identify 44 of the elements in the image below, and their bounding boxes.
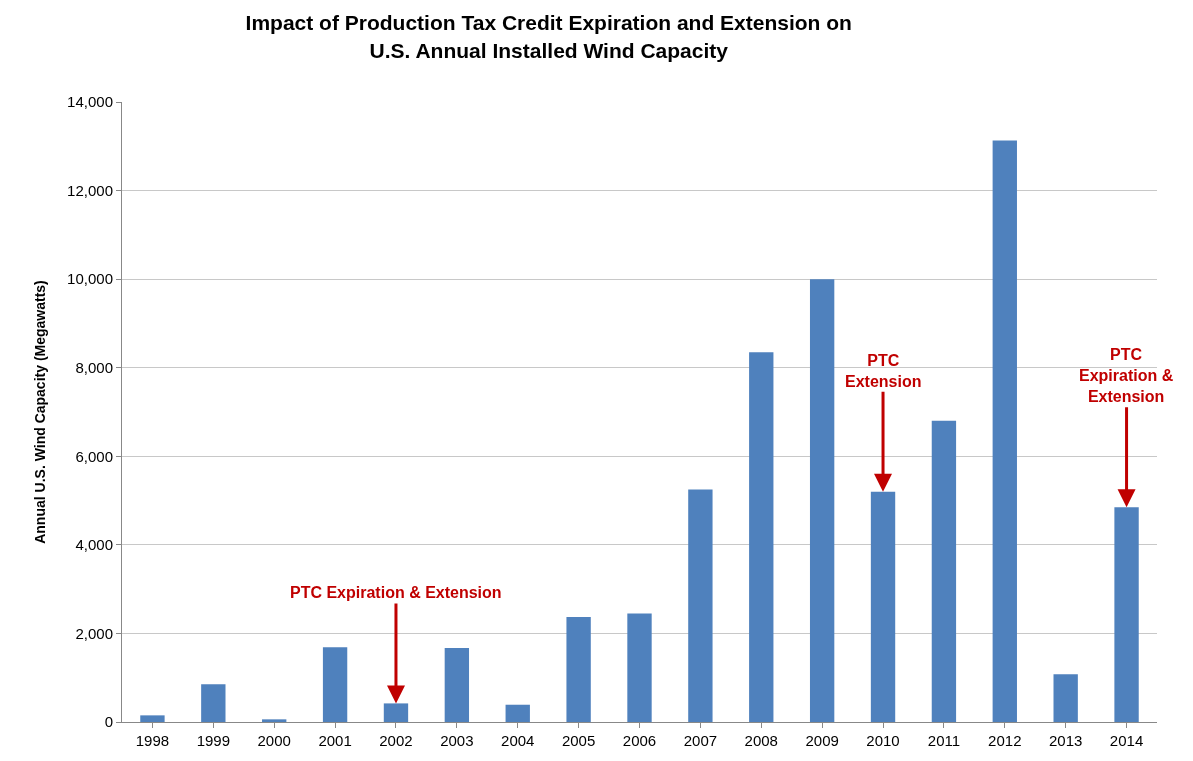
y-axis-title: Annual U.S. Wind Capacity (Megawatts) bbox=[31, 280, 48, 544]
x-tick-label: 2007 bbox=[683, 732, 718, 749]
chart-title: Impact of Production Tax Credit Expiration and Extension on U.S. Annual Installed Wind Capacity bbox=[245, 11, 852, 62]
bar bbox=[809, 279, 835, 722]
x-tick-label: 2014 bbox=[1109, 732, 1144, 749]
x-tick-label: 2006 bbox=[622, 732, 657, 749]
bar bbox=[505, 704, 530, 722]
annotation: PTC Expiration & Extension bbox=[1079, 346, 1174, 405]
x-tick-label: 2012 bbox=[988, 732, 1022, 749]
x-tick-label: 2001 bbox=[318, 732, 352, 749]
x-tick-label: 2000 bbox=[257, 732, 291, 749]
x-tick-label: 1998 bbox=[135, 732, 170, 749]
x-tick-label: 2010 bbox=[866, 732, 900, 749]
bar bbox=[688, 489, 713, 722]
y-tick-label: 14,000 bbox=[67, 93, 113, 111]
x-tick-label: 2002 bbox=[379, 732, 413, 749]
x-tick-label: 2005 bbox=[561, 732, 596, 749]
y-tick-label: 4,000 bbox=[75, 536, 113, 554]
x-tick-label: 2013 bbox=[1048, 732, 1083, 749]
bar bbox=[444, 648, 470, 722]
x-tick-label: 2003 bbox=[440, 732, 474, 749]
annotation: PTC Extension bbox=[845, 352, 922, 390]
x-tick-label: 2011 bbox=[927, 732, 961, 749]
bar bbox=[931, 420, 957, 722]
bar bbox=[627, 613, 652, 722]
annotation: PTC Expiration & Extension bbox=[290, 584, 502, 601]
bar bbox=[1053, 674, 1078, 722]
bar bbox=[201, 684, 226, 722]
y-tick-label: 6,000 bbox=[75, 447, 113, 465]
bar bbox=[262, 719, 287, 722]
y-tick-label: 0 bbox=[104, 713, 113, 731]
bar bbox=[749, 352, 774, 722]
y-tick-label: 8,000 bbox=[75, 358, 113, 376]
y-tick-label: 2,000 bbox=[75, 624, 113, 642]
bar bbox=[992, 140, 1017, 722]
y-tick-label: 12,000 bbox=[67, 181, 113, 199]
bar bbox=[140, 715, 165, 722]
y-tick-label: 10,000 bbox=[67, 270, 113, 288]
bar bbox=[322, 647, 348, 722]
bar bbox=[566, 617, 591, 722]
x-tick-label: 2004 bbox=[501, 732, 535, 749]
x-tick-label: 2008 bbox=[744, 732, 778, 749]
x-tick-label: 1999 bbox=[196, 732, 231, 749]
x-tick-label: 2009 bbox=[805, 732, 839, 749]
